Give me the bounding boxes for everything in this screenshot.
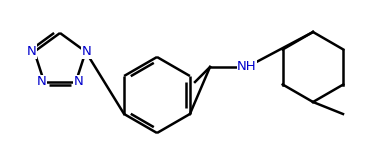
Text: N: N (82, 45, 92, 58)
Text: N: N (36, 75, 46, 88)
Text: N: N (27, 45, 36, 58)
Text: N: N (74, 75, 84, 88)
Text: NH: NH (237, 61, 257, 74)
